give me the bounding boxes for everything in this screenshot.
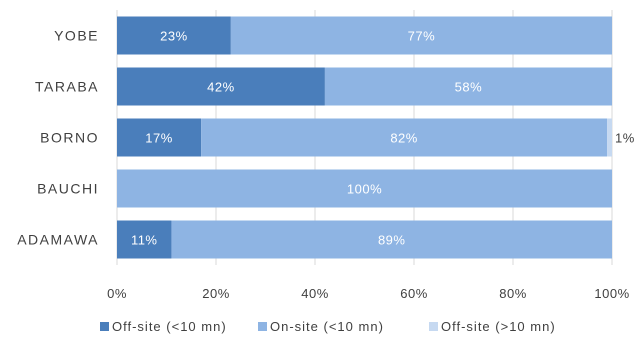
bar-segment — [117, 220, 172, 259]
data-label: 89% — [378, 233, 406, 248]
legend: Off-site (<10 mn) On-site (<10 mn) Off-sit… — [100, 319, 556, 334]
data-label: 1% — [615, 131, 635, 146]
data-label: 82% — [390, 131, 418, 146]
data-label: 23% — [160, 29, 188, 44]
legend-swatch — [100, 322, 109, 331]
category-label: BAUCHI — [37, 181, 99, 197]
category-label: BORNO — [40, 130, 99, 146]
data-label: 11% — [131, 233, 158, 248]
legend-swatch — [258, 322, 267, 331]
category-label: ADAMAWA — [17, 232, 99, 248]
bar-segment — [607, 118, 612, 157]
data-label: 42% — [207, 80, 235, 95]
data-label: 100% — [347, 182, 382, 197]
legend-label: On-site (<10 mn) — [270, 319, 384, 334]
bar-segment — [324, 67, 612, 106]
x-tick-label: 60% — [400, 286, 428, 301]
bar-segment — [117, 118, 202, 157]
bar-segment — [117, 169, 612, 208]
legend-label: Off-site (>10 mn) — [441, 319, 556, 334]
bar-segment — [201, 118, 608, 157]
category-label: YOBE — [54, 28, 99, 44]
x-tick-label: 100% — [594, 286, 629, 301]
data-label: 17% — [145, 131, 173, 146]
data-label: 58% — [455, 80, 483, 95]
bars: 23% 77% 42% 58% 17% 82% 1% 100% 11% 89% — [117, 16, 635, 259]
category-label: TARABA — [35, 79, 99, 95]
legend-swatch — [429, 322, 438, 331]
x-tick-label: 0% — [107, 286, 127, 301]
bar-segment — [117, 67, 325, 106]
legend-label: Off-site (<10 mn) — [112, 319, 227, 334]
data-label: 77% — [408, 29, 436, 44]
bar-segment — [117, 16, 231, 55]
x-tick-label: 40% — [301, 286, 329, 301]
bar-segment — [171, 220, 612, 259]
x-axis-ticks: 0% 20% 40% 60% 80% 100% — [107, 286, 629, 301]
x-tick-label: 80% — [499, 286, 527, 301]
category-labels: YOBE TARABA BORNO BAUCHI ADAMAWA — [17, 28, 99, 248]
bar-segment — [230, 16, 612, 55]
x-tick-label: 20% — [202, 286, 230, 301]
